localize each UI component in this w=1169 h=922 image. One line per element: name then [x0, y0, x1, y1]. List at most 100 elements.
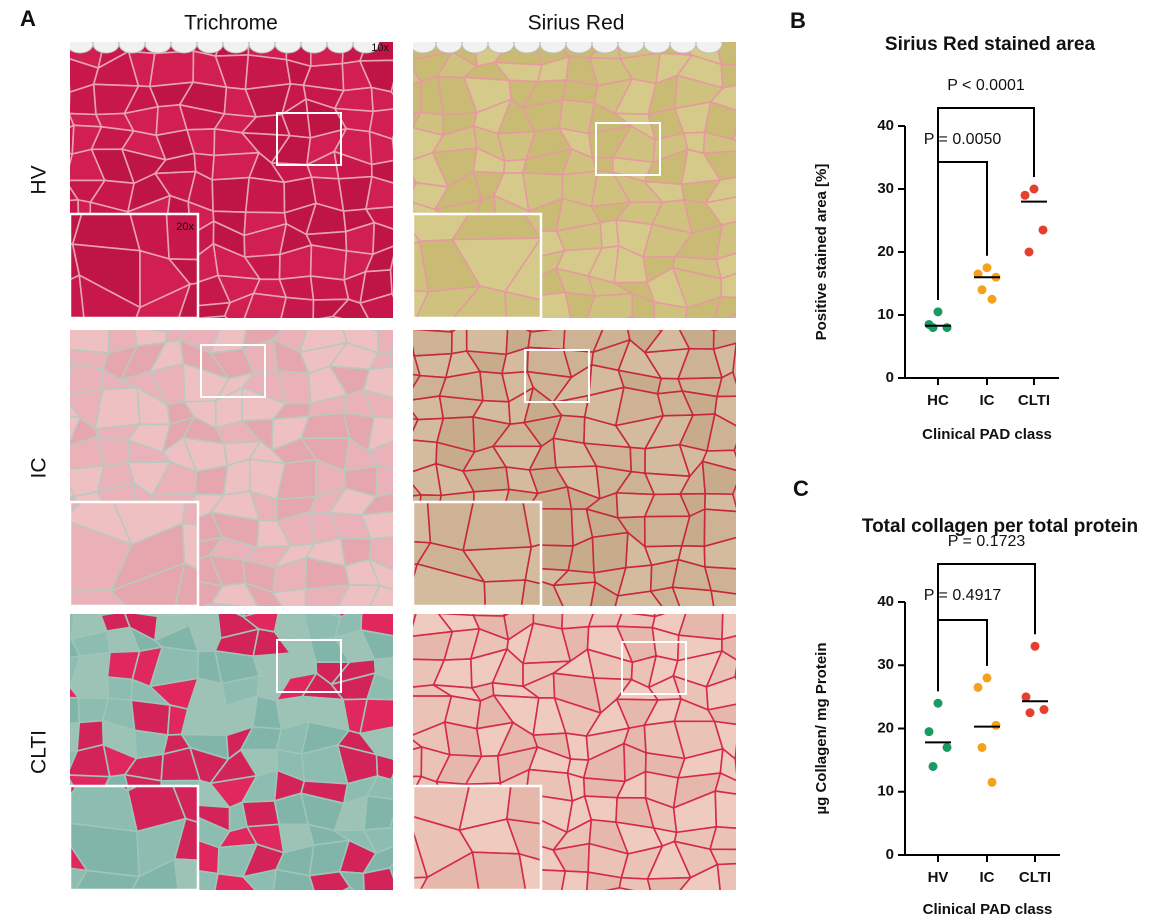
tissue-cell	[679, 605, 723, 639]
data-point	[988, 778, 997, 787]
panel-letter: B	[790, 8, 806, 33]
significance-bracket	[938, 162, 987, 300]
row-label: IC	[28, 458, 51, 479]
tissue-cell	[364, 796, 399, 830]
tissue-cell	[62, 437, 104, 470]
artifact	[67, 35, 93, 53]
artifact	[410, 35, 436, 53]
data-point	[983, 263, 992, 272]
tissue-cell	[63, 316, 108, 353]
y-tick-label: 30	[877, 180, 894, 197]
magnification: 10x	[371, 42, 389, 54]
tissue-cell	[98, 437, 129, 466]
tissue-cell	[31, 605, 75, 639]
column-label: Sirius Red	[528, 12, 625, 35]
micrograph	[344, 3, 750, 344]
tissue-cell	[242, 801, 279, 827]
tissue-cell	[35, 302, 72, 323]
p-value: P = 0.4917	[924, 587, 1002, 604]
micrograph	[5, 576, 410, 922]
tissue-cell	[715, 791, 741, 828]
tissue-cell	[31, 103, 73, 139]
tissue-cell	[378, 320, 404, 354]
data-point	[943, 743, 952, 752]
tissue-cell	[35, 589, 75, 613]
data-point	[1025, 248, 1034, 257]
significance-bracket	[938, 620, 987, 691]
tissue-cell	[376, 466, 407, 496]
data-point	[983, 673, 992, 682]
tissue-cell	[33, 363, 73, 395]
tissue-cell	[332, 10, 375, 29]
figure: A Trichrome Sirius Red HV IC CLTI 10x20x…	[0, 0, 1169, 922]
tissue-cell	[311, 11, 344, 42]
page: A Trichrome Sirius Red HV IC CLTI 10x20x…	[0, 0, 1169, 922]
tissue-cell	[212, 178, 249, 213]
tissue-cell	[34, 585, 71, 618]
tissue-cell	[372, 87, 404, 111]
tissue-cell	[363, 868, 402, 903]
tissue-cell	[360, 699, 400, 734]
tissue-cell	[404, 464, 441, 496]
y-tick-label: 10	[877, 306, 894, 323]
tissue-cell	[47, 291, 68, 322]
p-value: P = 0.0050	[924, 131, 1002, 148]
y-axis-label: Positive stained area [%]	[813, 164, 830, 341]
panel-letter: C	[793, 476, 809, 501]
artifact	[540, 35, 566, 53]
tissue-cell	[619, 878, 651, 895]
data-point	[934, 699, 943, 708]
tissue-cell	[301, 413, 349, 438]
y-tick-label: 40	[877, 593, 894, 610]
tissue-cell	[618, 8, 663, 41]
row-label: CLTI	[28, 730, 51, 774]
tissue-cell	[311, 245, 347, 280]
magnification: 20x	[176, 221, 194, 233]
artifact	[197, 35, 223, 53]
data-point	[992, 721, 1001, 730]
data-point	[978, 743, 987, 752]
micrograph	[3, 6, 409, 339]
micrograph	[348, 294, 749, 633]
data-point	[929, 323, 938, 332]
data-point	[1031, 642, 1040, 651]
data-point	[978, 285, 987, 294]
tissue-cell	[246, 178, 285, 213]
data-point	[974, 683, 983, 692]
tissue-cell	[391, 440, 409, 475]
micrographs	[3, 3, 750, 922]
x-tick-label: IC	[980, 392, 995, 409]
artifact	[462, 35, 488, 53]
tissue-cell	[3, 205, 82, 244]
panel-letter: A	[20, 6, 36, 31]
tissue-cell	[123, 18, 165, 36]
data-point	[1026, 708, 1035, 717]
artifact	[644, 35, 670, 53]
x-tick-label: HV	[928, 869, 949, 886]
artifact	[145, 35, 171, 53]
tissue-cell	[131, 700, 170, 735]
tissue-cell	[95, 388, 140, 429]
tissue-cell	[35, 316, 72, 349]
tissue-cell	[630, 447, 645, 473]
data-point	[929, 762, 938, 771]
tissue-cell	[43, 8, 73, 42]
y-tick-label: 20	[877, 243, 894, 260]
artifact	[592, 35, 618, 53]
tissue-cell	[658, 14, 687, 37]
y-axis-label: µg Collagen/ mg Protein	[813, 643, 830, 815]
tissue-cell	[195, 466, 227, 495]
artifact	[275, 35, 301, 53]
tissue-cell	[404, 396, 443, 420]
artifact	[618, 35, 644, 53]
tissue-cell	[386, 15, 412, 43]
tissue-cell	[372, 10, 404, 35]
tissue-cell	[566, 733, 589, 760]
data-point	[1030, 185, 1039, 194]
tissue-cell	[311, 276, 349, 300]
y-tick-label: 30	[877, 656, 894, 673]
tissue-cell	[104, 15, 123, 33]
x-axis-label: Clinical PAD class	[922, 426, 1052, 443]
chart-title: Sirius Red stained area	[885, 34, 1096, 55]
y-tick-label: 0	[886, 369, 894, 386]
